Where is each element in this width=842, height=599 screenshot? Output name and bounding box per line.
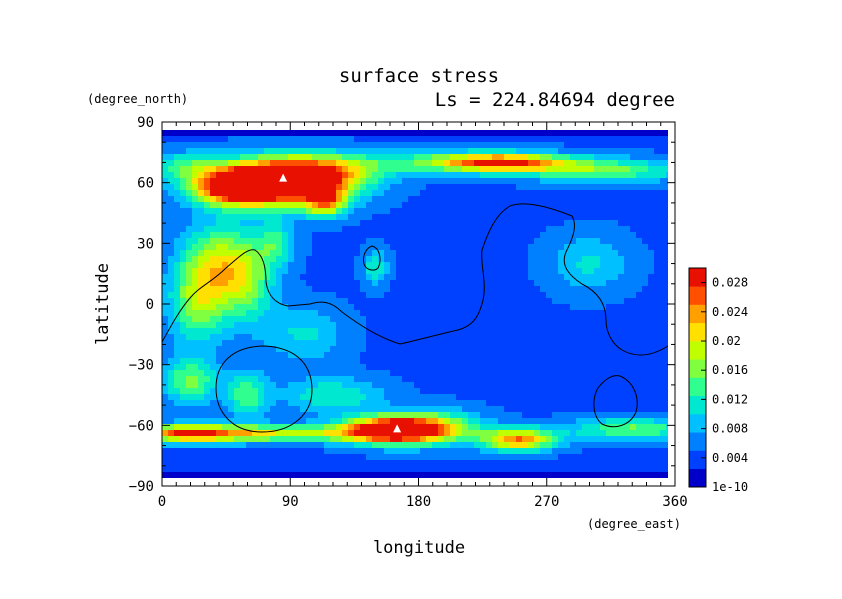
x-units-label: (degree_east) [587,517,681,531]
y-axis-label: latitude [93,263,113,345]
colorbar-segment [689,378,706,397]
colorbar-label: 0.028 [712,276,748,290]
colorbar-segment [689,305,706,324]
x-tick-label: 90 [282,494,299,510]
colorbar-segment [689,469,706,488]
y-tick-label: 30 [137,236,154,252]
y-tick-label: 0 [146,297,154,313]
colorbar-segment [689,396,706,415]
x-tick-label: 360 [662,494,687,510]
chart-subtitle: Ls = 224.84694 degree [435,89,675,111]
colorbar-segment [689,323,706,342]
x-tick-label: 270 [534,494,559,510]
y-tick-label: −30 [129,358,154,374]
colorbar-segment [689,359,706,378]
x-axis-label: longitude [373,538,465,558]
heatmap-field [162,130,673,479]
colorbar-label: 0.024 [712,305,748,319]
colorbar-label: 0.02 [712,334,741,348]
x-tick-label: 0 [158,494,166,510]
colorbar-segment [689,341,706,360]
x-tick-label: 180 [406,494,431,510]
colorbar-segment [689,414,706,433]
y-tick-label: −90 [129,479,154,495]
y-tick-label: 90 [137,115,154,131]
colorbar-label: 0.016 [712,363,748,377]
colorbar: 0.028 0.024 0.02 0.016 0.012 0.008 0.004 1e-10 [689,268,748,494]
y-tick-label: 60 [137,176,154,192]
colorbar-segment [689,451,706,470]
colorbar-segment [689,432,706,451]
colorbar-label: 0.012 [712,392,748,406]
colorbar-segment [689,286,706,305]
colorbar-segment [689,268,706,287]
colorbar-label: 1e-10 [712,480,748,494]
y-tick-label: −60 [129,418,154,434]
colorbar-label: 0.004 [712,451,748,465]
colorbar-label: 0.008 [712,422,748,436]
y-units-label: (degree_north) [87,92,188,106]
chart-title: surface stress [339,65,499,87]
